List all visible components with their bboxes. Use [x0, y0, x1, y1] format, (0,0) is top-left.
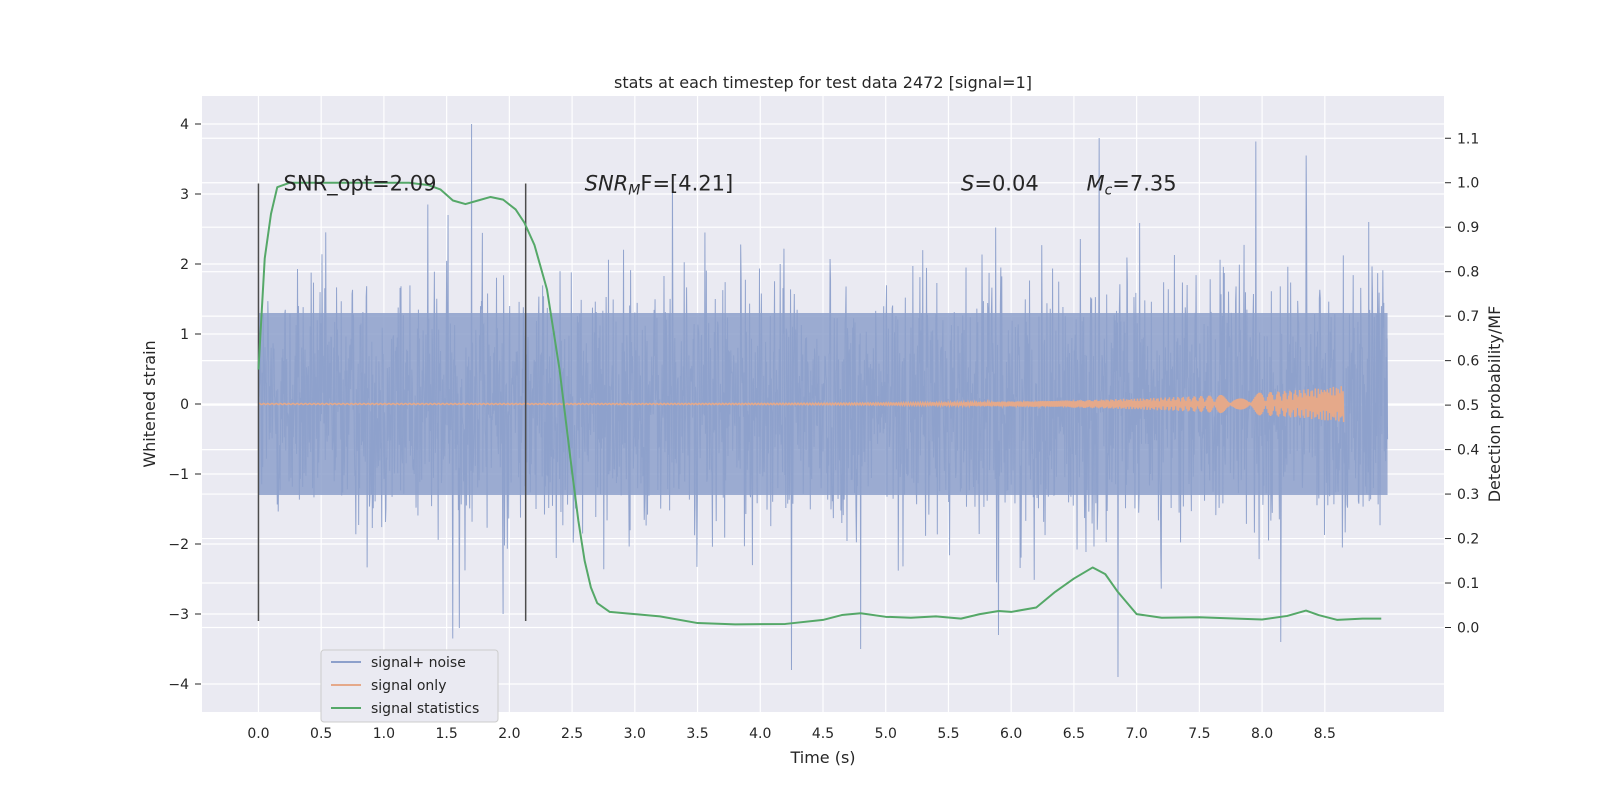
annotations: SNR_opt=2.09 SNRMF=[4.21] S=0.04 Mc=7.35 — [284, 172, 1177, 199]
annotation-mc: Mc=7.35 — [1086, 172, 1176, 199]
x-tick-label: 2.5 — [561, 726, 583, 742]
y2-tick-label: 0.4 — [1457, 443, 1479, 459]
y2-tick-label: 1.0 — [1457, 176, 1479, 192]
series-signal-statistics — [257, 181, 1382, 626]
x-tick-label: 5.5 — [937, 726, 959, 742]
annotation-snr_opt: SNR_opt=2.09 — [284, 172, 437, 197]
x-tick-label: 6.0 — [1000, 726, 1022, 742]
y2-tick-label: 0.0 — [1457, 620, 1479, 636]
y2-tick-label: 0.3 — [1457, 487, 1479, 503]
x-tick-label: 7.5 — [1188, 726, 1210, 742]
vertical-markers — [257, 183, 527, 621]
x-tick-label: 1.0 — [373, 726, 395, 742]
y2-tick-label: 1.1 — [1457, 131, 1479, 147]
y-tick-label: 2 — [180, 257, 189, 273]
signal-only-line — [258, 386, 1345, 423]
x-tick-label: 7.0 — [1126, 726, 1148, 742]
y2-axis-label: Detection probability/MF — [1485, 306, 1504, 503]
series-signal-only — [258, 386, 1345, 423]
y-tick-label: −4 — [168, 677, 189, 693]
x-tick-label: 3.0 — [624, 726, 646, 742]
y2-tick-label: 0.9 — [1457, 220, 1479, 236]
x-tick-label: 4.0 — [749, 726, 771, 742]
y2-tick-label: 0.8 — [1457, 265, 1479, 281]
annotation-snr_mf: SNRMF=[4.21] — [585, 172, 734, 199]
y-tick-label: 4 — [180, 117, 189, 133]
y-tick-label: −1 — [168, 467, 189, 483]
x-tick-label: 0.5 — [310, 726, 332, 742]
x-tick-label: 8.0 — [1251, 726, 1273, 742]
x-tick-label: 0.0 — [247, 726, 269, 742]
y-tick-label: 1 — [180, 327, 189, 343]
signal-noise-line — [257, 123, 1389, 678]
y-tick-label: −2 — [168, 537, 189, 553]
x-tick-label: 4.5 — [812, 726, 834, 742]
legend-box — [320, 649, 499, 723]
x-tick-label: 6.5 — [1063, 726, 1085, 742]
x-tick-label: 8.5 — [1314, 726, 1336, 742]
legend-label-signal-only: signal only — [371, 678, 446, 694]
x-axis-label: Time (s) — [789, 748, 855, 767]
legend-label-signal-noise: signal+ noise — [371, 655, 466, 671]
y2-tick-label: 0.1 — [1457, 576, 1479, 592]
legend-label-signal-statistics: signal statistics — [371, 701, 479, 717]
y2-tick-label: 0.6 — [1457, 354, 1479, 370]
y2-tick-label: 0.7 — [1457, 309, 1479, 325]
x-tick-label: 5.0 — [875, 726, 897, 742]
x-tick-label: 2.0 — [498, 726, 520, 742]
axis-ticks: 0.0 0.5 1.0 1.5 2.0 2.5 3.0 3.5 4.0 4.5 5.0 5.5 6.0 6… — [168, 117, 1479, 742]
chart-title: stats at each timestep for test data 247… — [614, 73, 1032, 92]
y-tick-label: −3 — [168, 607, 189, 623]
y2-tick-label: 0.2 — [1457, 532, 1479, 548]
annotation-s: S=0.04 — [961, 172, 1039, 196]
y-axis-label: Whitened strain — [140, 340, 159, 467]
y-tick-label: 0 — [180, 397, 189, 413]
legend: signal+ noise signal only signal statist… — [320, 649, 499, 723]
x-tick-label: 3.5 — [686, 726, 708, 742]
y2-tick-label: 0.5 — [1457, 398, 1479, 414]
signal-statistics-line — [257, 181, 1382, 626]
y-tick-label: 3 — [180, 187, 189, 203]
x-tick-label: 1.5 — [436, 726, 458, 742]
